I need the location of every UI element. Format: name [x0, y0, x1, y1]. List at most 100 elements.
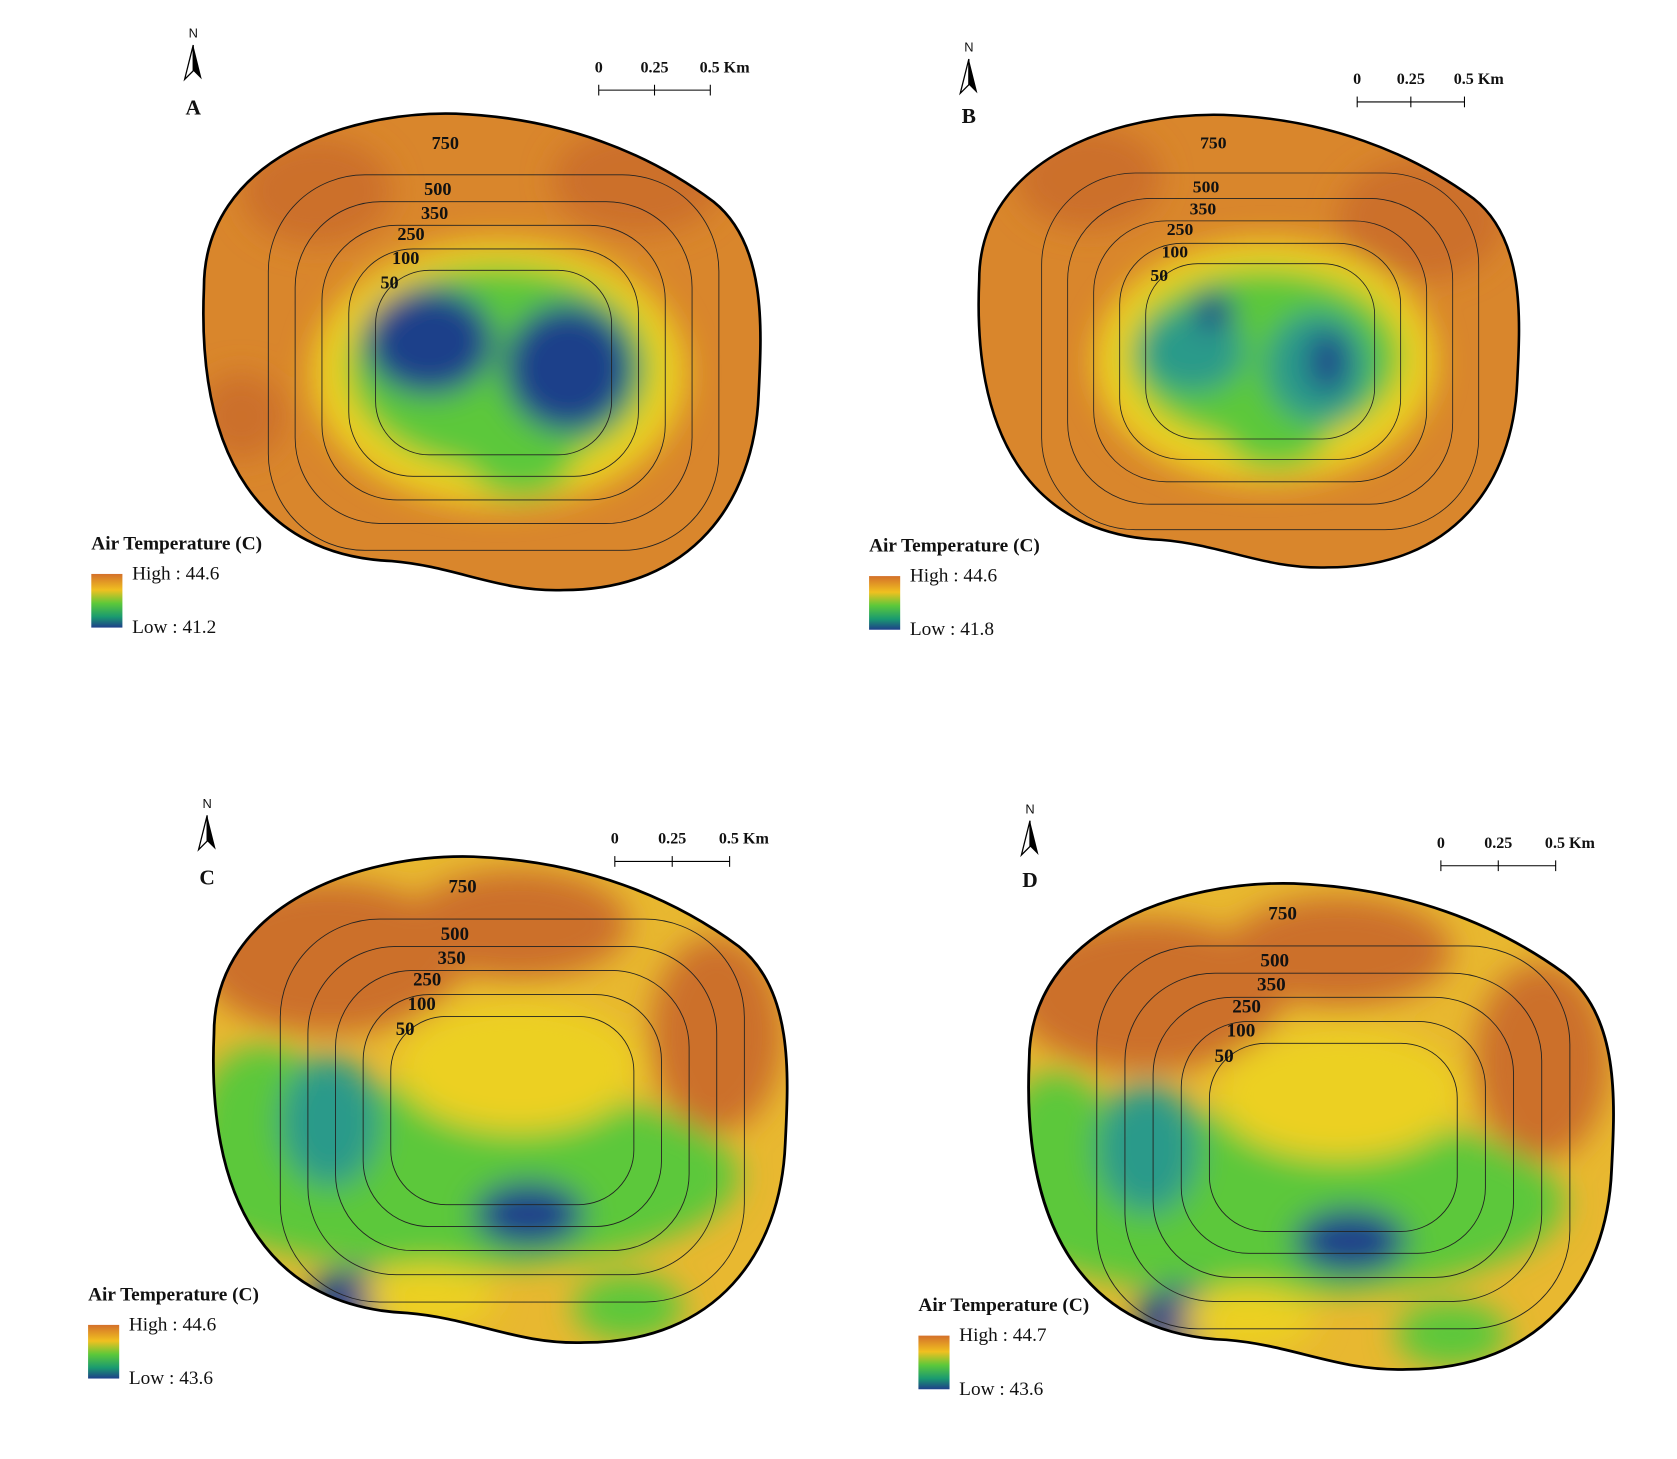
north-arrow [1029, 820, 1039, 856]
contour-label: 350 [1257, 975, 1286, 996]
contour-label: 250 [413, 970, 441, 991]
contour-label: 50 [396, 1019, 415, 1040]
temperature-zone [504, 303, 634, 433]
scale-label: 0.25 [1484, 835, 1512, 852]
temperature-zone [407, 869, 629, 980]
scale-label: 0.5 Km [1545, 835, 1596, 852]
contour-label: 750 [432, 133, 459, 153]
legend-high: High : 44.6 [129, 1314, 217, 1335]
legend-title: Air Temperature (C) [918, 1295, 1089, 1316]
temperature-zone [1028, 918, 1283, 1072]
legend-low: Low : 41.8 [910, 619, 994, 640]
contour-line [307, 945, 718, 1276]
contour-label: 100 [392, 248, 419, 268]
temperature-zone [203, 373, 285, 460]
contour-line [267, 174, 720, 551]
temperature-zone [1192, 292, 1235, 329]
north-label: N [189, 26, 198, 41]
contour-label: 250 [1232, 997, 1261, 1018]
north-arrow [959, 58, 970, 96]
heatmap [978, 114, 1520, 568]
north-arrow [193, 45, 202, 80]
contour-label: 750 [1200, 133, 1227, 153]
temperature-zone [280, 1055, 380, 1188]
north-label: N [1025, 801, 1034, 816]
temperature-zone [573, 1274, 684, 1341]
temperature-zone [1395, 1301, 1508, 1368]
contour-line [279, 918, 745, 1303]
contour-label: 100 [408, 994, 436, 1015]
contour-label: 250 [397, 224, 424, 244]
scale-label: 0 [1437, 835, 1445, 852]
panel-label: B [962, 104, 976, 128]
contour-line [321, 224, 666, 501]
scale-label: 0.5 Km [700, 59, 751, 76]
contour-line [335, 970, 690, 1252]
legend-ramp [91, 573, 123, 628]
temperature-zone [1309, 330, 1347, 393]
temperature-zone [466, 421, 575, 497]
contour-label: 350 [421, 203, 448, 223]
contour-line [1145, 263, 1376, 440]
contour-line [1096, 945, 1571, 1330]
contour-label: 500 [1260, 951, 1289, 972]
temperature-zone [1015, 127, 1162, 230]
contour-line [294, 201, 693, 524]
contour-label: 250 [1167, 219, 1194, 239]
legend-ramp [918, 1335, 950, 1390]
island-outline [977, 113, 1521, 569]
north-arrow [183, 44, 194, 82]
legend-low: Low : 43.6 [129, 1368, 214, 1389]
north-label: N [203, 796, 212, 811]
north-label: N [964, 40, 973, 55]
contour-label: 100 [1162, 242, 1189, 262]
heatmap-blobs [1028, 896, 1610, 1368]
legend-title: Air Temperature (C) [869, 536, 1040, 557]
heatmap [203, 113, 761, 591]
legend-high: High : 44.6 [910, 566, 998, 587]
contour-line [362, 994, 662, 1227]
temperature-zone [1140, 310, 1245, 393]
temperature-zone [241, 137, 392, 245]
legend-ramp [869, 576, 901, 630]
contour-line [1152, 996, 1515, 1278]
contour-label: 100 [1227, 1021, 1256, 1042]
legend-low: Low : 43.6 [959, 1379, 1044, 1400]
contour-line [1041, 172, 1480, 531]
contour-label: 50 [380, 272, 398, 292]
north-arrow [207, 815, 216, 850]
temperature-zone [552, 126, 725, 234]
contour-line [1208, 1042, 1458, 1232]
temperature-zone [473, 1181, 585, 1248]
contour-line [348, 248, 639, 477]
contour-line [1067, 198, 1454, 505]
contour-line [1180, 1020, 1486, 1254]
north-arrow [1020, 820, 1031, 858]
north-arrow [968, 59, 978, 94]
contour-line [1119, 242, 1402, 460]
temperature-zone [1096, 1082, 1199, 1214]
contour-label: 350 [437, 948, 465, 969]
panel-label: D [1022, 868, 1037, 892]
legend-high: High : 44.6 [132, 563, 220, 584]
legend-low: Low : 41.2 [132, 617, 216, 638]
legend-title: Air Temperature (C) [91, 533, 262, 554]
island-outline [1027, 882, 1615, 1371]
contour-label: 500 [1193, 176, 1220, 196]
contour-label: 750 [449, 877, 477, 898]
heatmap-blobs [213, 869, 784, 1341]
scale-label: 0 [595, 59, 603, 76]
temperature-zone [364, 287, 494, 395]
scale-label: 0.25 [1397, 71, 1425, 88]
temperature-zone [1181, 1285, 1317, 1351]
contour-label: 50 [1150, 265, 1168, 285]
scale-label: 0 [1353, 71, 1361, 88]
legend-ramp [88, 1324, 120, 1379]
legend-title: Air Temperature (C) [88, 1284, 259, 1305]
contour-line [390, 1016, 635, 1206]
contour-label: 750 [1268, 904, 1297, 925]
